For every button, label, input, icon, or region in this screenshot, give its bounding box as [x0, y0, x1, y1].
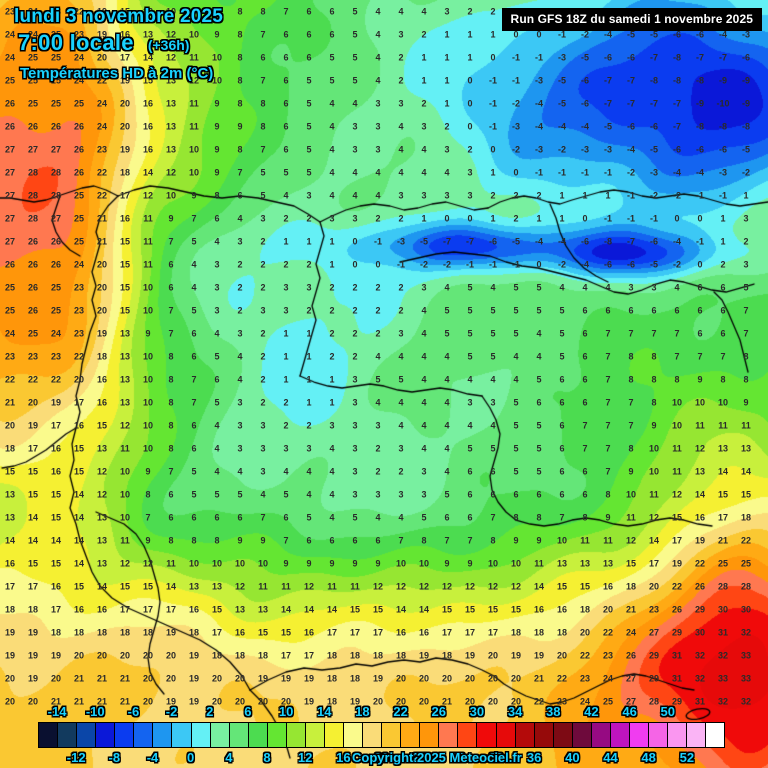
model-run-banner: Run GFS 18Z du samedi 1 novembre 2025	[501, 8, 762, 31]
